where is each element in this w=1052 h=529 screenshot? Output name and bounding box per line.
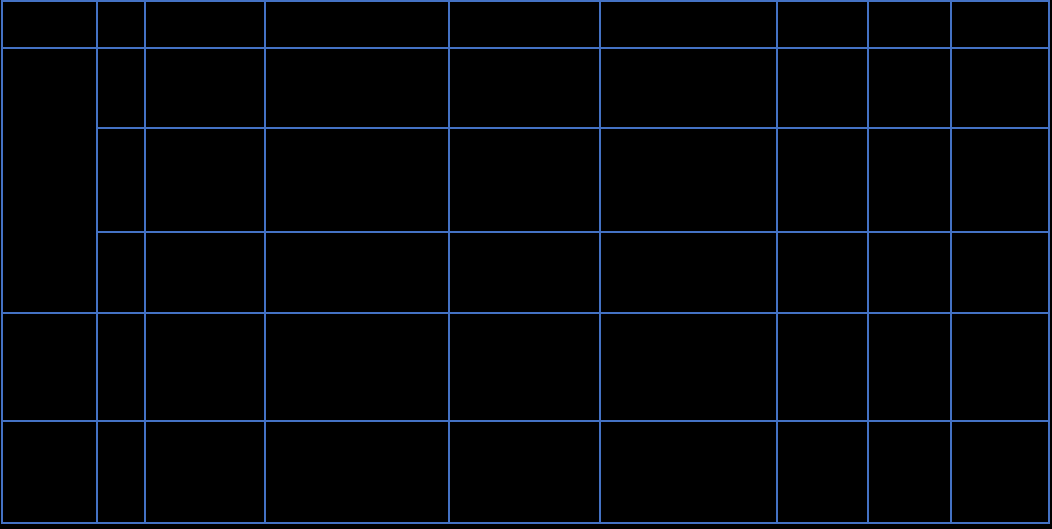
table-cell[interactable] — [867, 47, 952, 129]
table-cell[interactable] — [599, 312, 778, 422]
table-cell[interactable] — [264, 47, 450, 129]
table-cell[interactable] — [776, 127, 869, 233]
table-row — [2, 127, 1050, 233]
table-cell[interactable] — [950, 231, 1050, 314]
table-cell[interactable] — [776, 0, 869, 49]
table-cell[interactable] — [264, 0, 450, 49]
table-cell[interactable] — [96, 231, 146, 314]
table-cell[interactable] — [867, 312, 952, 422]
table-cell[interactable] — [144, 127, 266, 233]
table-cell[interactable] — [776, 420, 869, 524]
table-cell[interactable] — [96, 0, 146, 49]
table-cell[interactable] — [776, 312, 869, 422]
table-cell[interactable] — [867, 231, 952, 314]
table-cell[interactable] — [264, 231, 450, 314]
table-cell[interactable] — [448, 127, 601, 233]
table-cell[interactable] — [96, 420, 146, 524]
table-cell[interactable] — [448, 47, 601, 129]
table-cell[interactable] — [264, 127, 450, 233]
table-row — [1, 312, 1050, 422]
table-cell[interactable] — [867, 127, 952, 233]
table-cell[interactable] — [144, 312, 266, 422]
table-cell[interactable] — [599, 0, 778, 49]
table-cell[interactable] — [950, 0, 1050, 49]
table-cell[interactable] — [144, 231, 266, 314]
table-row — [1, 0, 1050, 49]
table-row — [2, 231, 1050, 314]
table-cell[interactable] — [950, 127, 1050, 233]
table-cell[interactable] — [448, 0, 601, 49]
table-cell[interactable] — [264, 312, 450, 422]
table-cell[interactable] — [264, 420, 450, 524]
table-cell[interactable] — [96, 47, 146, 129]
table-cell[interactable] — [776, 47, 869, 129]
table-cell[interactable] — [1, 0, 98, 49]
table-cell[interactable] — [599, 231, 778, 314]
table-cell[interactable] — [144, 420, 266, 524]
table-cell[interactable] — [448, 231, 601, 314]
table-cell[interactable] — [96, 127, 146, 233]
table-cell[interactable] — [144, 47, 266, 129]
table-cell[interactable] — [950, 312, 1050, 422]
table-cell[interactable] — [1, 312, 98, 422]
table-cell[interactable] — [776, 231, 869, 314]
table-cell[interactable] — [599, 420, 778, 524]
table-cell[interactable] — [867, 420, 952, 524]
table-cell[interactable] — [1, 420, 98, 524]
table-cell[interactable] — [867, 0, 952, 49]
table-cell[interactable] — [950, 420, 1050, 524]
table-cell[interactable] — [950, 47, 1050, 129]
table-cell[interactable] — [448, 420, 601, 524]
table-row — [1, 420, 1050, 524]
table-cell[interactable] — [448, 312, 601, 422]
table-cell[interactable] — [1, 47, 98, 314]
table-row — [1, 47, 1050, 314]
table-cell[interactable] — [599, 47, 778, 129]
table-cell[interactable] — [96, 312, 146, 422]
table-cell[interactable] — [599, 127, 778, 233]
table-cell[interactable] — [144, 0, 266, 49]
